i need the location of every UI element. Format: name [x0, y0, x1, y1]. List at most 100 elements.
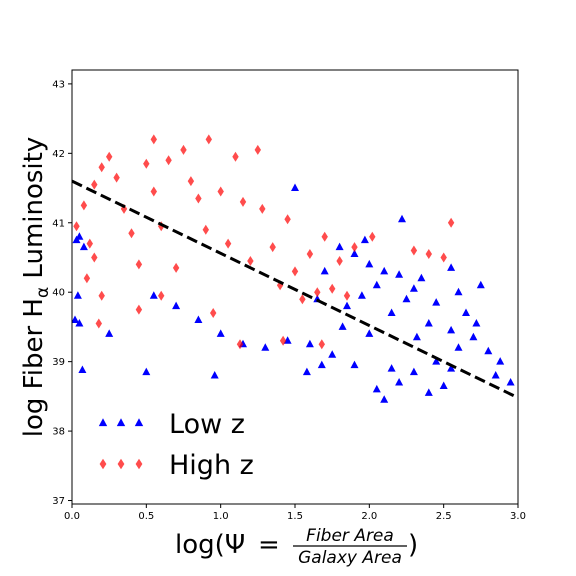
data-point: [360, 235, 369, 244]
y-tick-label: 38: [52, 427, 65, 438]
series-1-points: [73, 134, 455, 350]
legend-marker: [117, 458, 125, 470]
y-axis-title-group: log Fiber Hα Luminosity: [19, 137, 53, 437]
data-point: [472, 319, 481, 327]
y-tick-label: 37: [52, 496, 65, 507]
data-point: [236, 339, 244, 350]
data-point: [343, 301, 351, 310]
x-tick-label: 1.5: [287, 511, 303, 522]
data-point: [454, 343, 463, 351]
data-point: [335, 242, 344, 251]
data-point: [73, 221, 80, 232]
data-point: [279, 335, 287, 346]
data-point: [380, 266, 389, 275]
data-point: [194, 315, 203, 323]
data-point: [365, 259, 374, 268]
data-point: [83, 273, 91, 284]
data-point: [447, 364, 456, 372]
data-point: [98, 162, 105, 173]
data-point: [91, 179, 98, 190]
data-point: [73, 291, 82, 299]
legend-label: High z: [169, 450, 254, 481]
data-point: [372, 384, 381, 393]
data-point: [432, 357, 441, 365]
y-tick-label: 39: [52, 357, 65, 368]
data-point: [398, 214, 406, 223]
data-point: [476, 280, 485, 289]
series-0-points: [72, 183, 515, 403]
data-point: [447, 325, 456, 334]
data-point: [369, 231, 376, 242]
x-axis-title-numerator: Fiber Area: [306, 526, 394, 546]
data-point: [412, 332, 421, 341]
data-point: [269, 242, 276, 253]
data-point: [247, 256, 254, 266]
data-point: [439, 381, 448, 389]
data-point: [417, 273, 426, 282]
data-point: [424, 388, 433, 396]
legend-marker: [99, 458, 107, 470]
data-point: [432, 298, 441, 306]
data-point: [284, 214, 291, 225]
data-point: [447, 217, 455, 228]
data-point: [95, 318, 102, 329]
legend-marker: [134, 418, 144, 427]
data-point: [75, 319, 84, 327]
data-point: [496, 357, 505, 365]
data-point: [454, 287, 463, 296]
data-point: [78, 365, 87, 373]
y-axis-title-tail: Luminosity: [19, 137, 49, 287]
data-point: [210, 371, 219, 379]
x-axis-title-suffix: ): [408, 530, 418, 560]
legend-item: High z: [99, 450, 254, 481]
data-point: [291, 266, 299, 277]
data-point: [409, 367, 418, 376]
data-point: [351, 242, 358, 253]
data-point: [149, 291, 158, 299]
data-point: [165, 155, 172, 166]
trend-line: [72, 179, 518, 400]
y-tick-label: 41: [52, 218, 65, 229]
data-point: [380, 395, 389, 403]
data-point: [318, 339, 325, 350]
trend-layer: [72, 179, 518, 400]
data-point: [462, 308, 470, 316]
data-point: [402, 294, 411, 303]
y-tick-label: 42: [52, 149, 65, 160]
data-point: [142, 367, 151, 376]
data-point: [172, 301, 181, 310]
data-point: [506, 378, 515, 386]
y-axis-title: log Fiber Hα Luminosity: [19, 137, 53, 437]
data-point: [395, 270, 404, 278]
data-point: [469, 332, 478, 341]
data-point: [150, 134, 157, 145]
data-point: [320, 266, 329, 275]
data-point: [135, 259, 143, 270]
data-point: [106, 151, 113, 162]
data-point: [305, 339, 314, 348]
data-point: [86, 238, 93, 249]
x-tick-label: 0.0: [64, 511, 80, 522]
y-axis-title-subscript: α: [33, 287, 53, 298]
data-point: [113, 172, 120, 183]
data-point: [254, 144, 261, 155]
data-point: [135, 304, 143, 315]
x-axis-title-denominator: Galaxy Area: [298, 548, 402, 568]
data-point: [291, 183, 299, 191]
data-point: [350, 360, 359, 369]
x-axis-title: log(Ψ = Fiber Area Galaxy Area ): [175, 526, 418, 568]
data-point: [75, 232, 84, 240]
points-layer: [72, 134, 515, 403]
data-point: [217, 186, 224, 197]
legend: Low z High z: [98, 409, 254, 481]
data-point: [395, 378, 404, 386]
data-point: [187, 176, 195, 187]
data-point: [409, 284, 418, 292]
y-tick-label: 40: [52, 288, 65, 299]
y-tick-label: 43: [52, 79, 65, 90]
data-point: [91, 252, 98, 263]
data-point: [306, 249, 314, 259]
data-point: [329, 283, 336, 294]
x-axis-title-equals: =: [258, 530, 280, 560]
